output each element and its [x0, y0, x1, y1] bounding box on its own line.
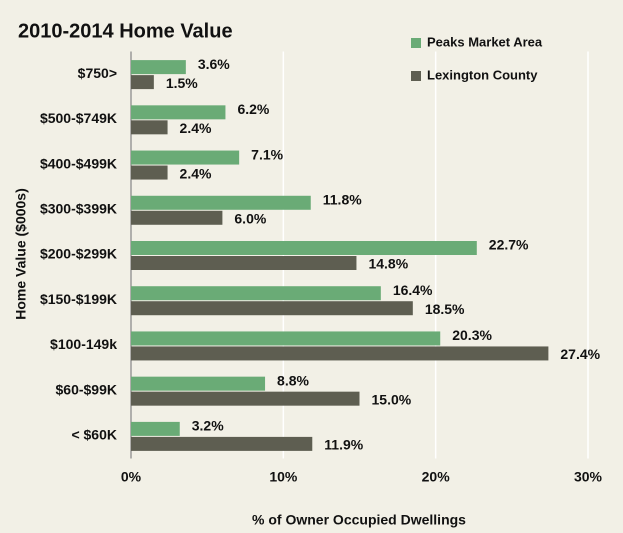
- data-label: 27.4%: [560, 346, 600, 362]
- data-label: 7.1%: [251, 146, 283, 162]
- bar: [131, 346, 549, 361]
- bar: [131, 105, 226, 120]
- y-axis-title: Home Value ($000s): [13, 188, 29, 320]
- legend-label: Lexington County: [427, 67, 538, 82]
- bar: [131, 256, 357, 270]
- bar: [131, 436, 313, 451]
- data-label: 8.8%: [277, 372, 309, 388]
- y-tick-label: < $60K: [71, 427, 117, 443]
- x-tick-label: 20%: [422, 469, 451, 485]
- bar: [131, 75, 154, 90]
- y-tick-label: $200-$299K: [40, 246, 117, 262]
- y-tick-label: $500-$749K: [40, 110, 117, 126]
- bar: [131, 60, 186, 75]
- data-label: 14.8%: [368, 256, 408, 272]
- bar: [131, 210, 223, 225]
- y-tick-label: $150-$199K: [40, 291, 117, 307]
- x-tick-label: 30%: [574, 469, 603, 485]
- bar: [131, 391, 360, 406]
- bar: [131, 301, 413, 316]
- data-label: 6.0%: [234, 210, 266, 226]
- bar: [131, 150, 240, 165]
- bar: [131, 195, 311, 210]
- chart-title: 2010-2014 Home Value: [18, 20, 233, 42]
- data-label: 20.3%: [452, 327, 492, 343]
- legend-label: Peaks Market Area: [427, 34, 543, 49]
- bar: [131, 286, 381, 301]
- y-tick-label: $100-149k: [50, 336, 117, 352]
- data-label: 18.5%: [425, 301, 465, 317]
- data-label: 15.0%: [372, 391, 412, 407]
- y-tick-label: $750>: [78, 65, 117, 81]
- bar: [131, 421, 180, 436]
- y-tick-label: $60-$99K: [56, 381, 118, 397]
- legend-swatch: [411, 38, 421, 48]
- bar: [131, 241, 477, 255]
- data-label: 3.6%: [198, 56, 230, 72]
- legend-swatch: [411, 71, 421, 81]
- bar: [131, 331, 441, 346]
- x-tick-label: 0%: [121, 469, 142, 485]
- bar: [131, 376, 266, 391]
- data-label: 2.4%: [180, 120, 212, 136]
- x-axis-title: % of Owner Occupied Dwellings: [252, 512, 466, 528]
- data-label: 2.4%: [180, 165, 212, 181]
- y-tick-label: $300-$399K: [40, 200, 117, 216]
- data-label: 3.2%: [192, 418, 224, 434]
- data-label: 11.8%: [323, 191, 362, 207]
- bar: [131, 165, 168, 180]
- data-label: 1.5%: [166, 75, 198, 91]
- data-label: 11.9%: [324, 437, 363, 453]
- data-label: 6.2%: [237, 101, 269, 117]
- data-label: 16.4%: [393, 282, 433, 298]
- data-label: 22.7%: [489, 237, 529, 253]
- bar: [131, 120, 168, 135]
- y-tick-label: $400-$499K: [40, 155, 117, 171]
- x-tick-label: 10%: [269, 469, 298, 485]
